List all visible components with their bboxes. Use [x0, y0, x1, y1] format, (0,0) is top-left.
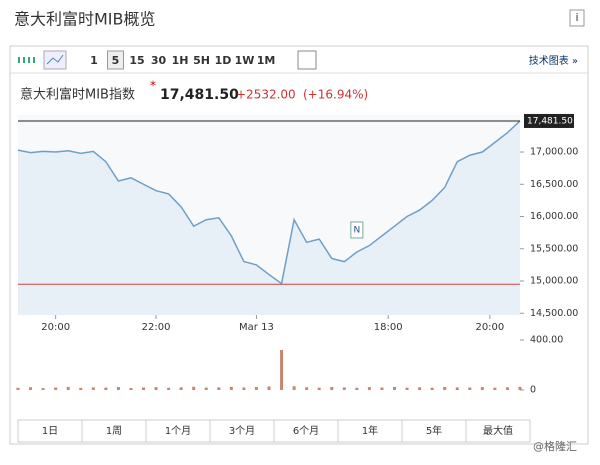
quote-change: +2532.00 — [236, 88, 296, 102]
range-tab-label: 3个月 — [229, 425, 255, 437]
volume-bar — [468, 387, 472, 390]
volume-bar — [305, 387, 309, 390]
volume-bar — [242, 387, 246, 390]
volume-bar — [154, 387, 158, 390]
volume-tick-label: 400.00 — [530, 335, 563, 346]
line-glyph — [46, 54, 64, 65]
volume-bar — [393, 386, 396, 390]
title: 意大利富时MIB概览 — [14, 10, 156, 29]
volume-bar — [367, 387, 371, 390]
volume-bar — [480, 387, 484, 390]
x-tick-label: 22:00 — [142, 322, 171, 333]
range-tab-label: 1日 — [42, 426, 58, 437]
volume-bar — [443, 387, 447, 390]
volume-bar — [330, 387, 334, 390]
y-tick-label: 15,000.00 — [530, 276, 578, 287]
y-tick-label: 15,500.00 — [530, 243, 578, 254]
volume-bar — [342, 387, 346, 390]
volume-bar — [518, 386, 522, 390]
volume-bar — [317, 387, 321, 390]
volume-bar — [66, 386, 70, 390]
interval-button[interactable]: 15 — [129, 54, 144, 67]
last-price-tag — [524, 113, 574, 128]
source-watermark: @格隆汇 — [533, 439, 577, 453]
interval-button[interactable]: 5 — [112, 54, 120, 67]
interval-active — [107, 50, 124, 70]
volume-bar — [129, 388, 133, 390]
volume-bar — [292, 386, 296, 390]
star: * — [150, 79, 156, 93]
info-icon: i — [575, 11, 578, 24]
range-tab-label: 5年 — [426, 424, 442, 437]
area — [18, 120, 520, 315]
volume-bar — [91, 387, 95, 390]
volume-tick-label: 0 — [530, 385, 536, 396]
info-button[interactable] — [569, 9, 585, 27]
x-tick-label: 20:00 — [475, 322, 504, 333]
y-tick-label: 14,500.00 — [530, 308, 578, 319]
volume-bar — [267, 386, 271, 390]
volume-bar — [192, 386, 196, 390]
interval-button[interactable]: 1W — [235, 54, 255, 67]
tech-chart-link[interactable]: 技术图表 » — [529, 54, 578, 67]
volume-bar — [16, 387, 20, 390]
volume-bar — [280, 350, 284, 390]
volume-bar — [418, 387, 422, 390]
volume-bar — [254, 387, 258, 390]
volume-bar — [79, 387, 83, 390]
volume-bar — [179, 387, 183, 390]
volume-bar — [380, 387, 384, 390]
volume-bar — [104, 387, 108, 390]
volume-bar — [41, 388, 45, 390]
volume-bar — [229, 386, 233, 390]
interval-button[interactable]: 1 — [90, 54, 98, 67]
range-tab-label: 1年 — [362, 424, 378, 437]
interval-button[interactable]: 1D — [215, 54, 232, 67]
interval-button[interactable]: 1M — [257, 54, 276, 67]
quote-price: 17,481.50 — [160, 87, 239, 103]
volume-bar — [167, 387, 171, 390]
last-price-label: 17,481.50 — [527, 116, 573, 126]
volume-bar — [142, 387, 145, 390]
volume-bar — [455, 387, 459, 390]
range-tab-label: 最大值 — [483, 424, 513, 437]
volume-bar — [430, 387, 434, 390]
range-tab-label: 1周 — [106, 425, 122, 437]
x-tick-label: 20:00 — [41, 322, 70, 333]
event-marker[interactable] — [350, 221, 364, 239]
range-tab-label: 1个月 — [165, 425, 191, 437]
quote-change-pct: (+16.94%) — [303, 88, 368, 102]
y-tick-label: 17,000.00 — [530, 147, 578, 158]
y-tick-label: 16,000.00 — [530, 211, 578, 222]
range-tab[interactable] — [465, 419, 531, 443]
volume-bar — [204, 387, 208, 390]
y-tick-label: 16,500.00 — [530, 179, 578, 190]
volume-bar — [493, 387, 497, 390]
volume-bar — [405, 387, 409, 390]
volume-bar — [116, 387, 120, 390]
volume-bar — [217, 387, 221, 390]
volume-bar — [505, 387, 509, 390]
settings-icon[interactable] — [297, 50, 317, 70]
interval-button[interactable]: 1H — [172, 54, 189, 67]
interval-button[interactable]: 5H — [193, 54, 210, 67]
x-tick-label: Mar 13 — [239, 322, 274, 333]
range-tab-label: 6个月 — [293, 425, 319, 437]
x-tick-label: 18:00 — [374, 322, 403, 333]
event-marker-label: N — [353, 225, 360, 235]
volume-bar — [29, 387, 33, 390]
volume-bar — [54, 387, 58, 390]
volume-bar — [355, 387, 359, 390]
quote-name: 意大利富时MIB指数 — [20, 87, 135, 103]
interval-button[interactable]: 30 — [151, 54, 167, 67]
price-line — [17, 120, 521, 285]
